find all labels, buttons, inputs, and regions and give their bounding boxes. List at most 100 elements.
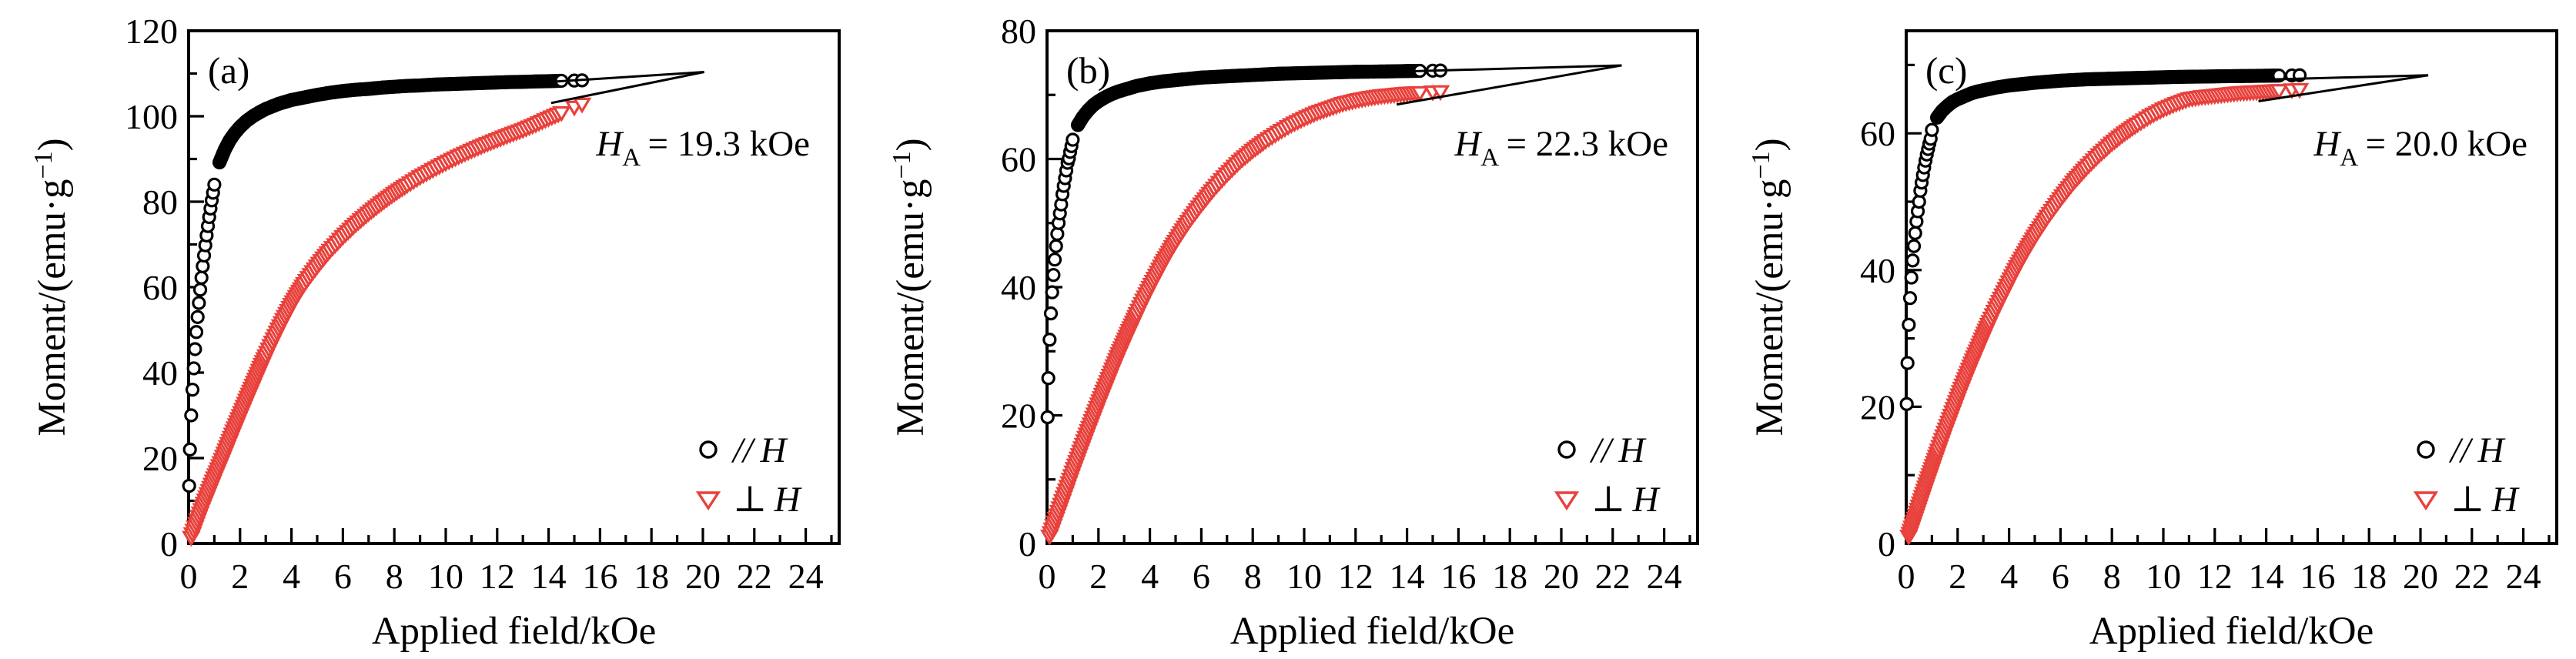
x-tick-label: 16	[582, 557, 617, 596]
legend-label-parallel: // H	[2448, 430, 2507, 470]
anisotropy-annotation: HA = 22.3 kOe	[1454, 124, 1669, 172]
legend-triangle-marker	[1554, 491, 1580, 511]
x-tick-label: 24	[788, 557, 824, 596]
panel-label: (b)	[1066, 49, 1110, 92]
x-tick-label: 24	[1647, 557, 1682, 596]
legend-triangle-marker	[695, 491, 721, 511]
legend-label-perpendicular: ⊥ H	[733, 480, 803, 520]
y-axis-title: Moment/(emu·g−1)	[29, 138, 74, 436]
x-tick-label: 16	[1441, 557, 1477, 596]
y-axis-title: Moment/(emu·g−1)	[1747, 138, 1791, 436]
x-tick-label: 8	[1244, 557, 1262, 596]
extrapolation-line-1	[2237, 74, 2428, 82]
x-tick-label: 2	[231, 557, 249, 596]
x-tick-label: 22	[2454, 557, 2489, 596]
x-tick-label: 16	[2300, 557, 2335, 596]
legend-circle-marker	[1557, 440, 1577, 459]
x-tick-label: 6	[1193, 557, 1210, 596]
series-perpendicular	[182, 97, 592, 547]
legend: // H ⊥ H	[695, 430, 803, 520]
y-tick-label: 60	[1860, 114, 1895, 153]
x-tick-label: 0	[1039, 557, 1056, 596]
axis-ticks	[187, 29, 833, 545]
y-tick-label: 80	[1001, 12, 1036, 51]
x-tick-label: 0	[179, 557, 197, 596]
legend-label-parallel: // H	[1589, 430, 1648, 470]
axis-ticks	[1045, 29, 1691, 545]
y-tick-label: 0	[160, 524, 178, 564]
x-tick-label: 12	[480, 557, 515, 596]
extrapolation-line-1	[507, 71, 704, 86]
anisotropy-annotation: HA = 19.3 kOe	[595, 124, 810, 172]
x-tick-label: 4	[1141, 557, 1159, 596]
x-tick-label: 18	[2351, 557, 2387, 596]
anisotropy-annotation: HA = 20.0 kOe	[2313, 124, 2527, 172]
x-tick-label: 24	[2505, 557, 2541, 596]
x-tick-label: 18	[634, 557, 669, 596]
x-tick-label: 10	[2146, 557, 2181, 596]
x-tick-label: 8	[386, 557, 403, 596]
x-tick-label: 14	[531, 557, 567, 596]
x-tick-label: 22	[1595, 557, 1631, 596]
y-tick-label: 0	[1878, 524, 1895, 564]
y-tick-label: 120	[125, 12, 178, 51]
y-tick-label: 80	[142, 182, 178, 222]
x-tick-label: 6	[334, 557, 352, 596]
x-tick-label: 2	[1090, 557, 1108, 596]
chart-svg: 0 2 4 6 8 10 12 14 16 18 20 22 24020406080100120Appl…	[29, 12, 841, 653]
legend-circle-marker	[2416, 440, 2435, 459]
x-tick-label: 14	[1390, 557, 1425, 596]
legend: // H ⊥ H	[2413, 430, 2520, 520]
panel-b-chart: 0 2 4 6 8 10 12 14 16 18 20 22 24 0 20 40 60 80 Applied fi…	[858, 0, 1717, 659]
x-tick-label: 2	[1949, 557, 1966, 596]
x-tick-label: 10	[1286, 557, 1322, 596]
x-axis-title: Applied field/kOe	[372, 610, 657, 653]
x-axis-title: Applied field/kOe	[1230, 610, 1515, 653]
series-parallel	[1899, 68, 2307, 411]
series-parallel	[182, 73, 590, 493]
series-perpendicular	[1899, 82, 2309, 546]
panel-a-chart: 0 2 4 6 8 10 12 14 16 18 20 22 24 0 20 40 60 80 100 120 Appl…	[0, 0, 858, 659]
x-tick-label: 18	[1493, 557, 1528, 596]
y-tick-label: 60	[142, 268, 178, 307]
y-tick-label: 100	[125, 97, 178, 136]
y-tick-label: 20	[142, 439, 178, 478]
y-tick-label: 20	[1001, 396, 1036, 435]
extrapolation-line-2	[1397, 64, 1623, 106]
x-tick-label: 20	[685, 557, 721, 596]
panel-label: (a)	[208, 49, 249, 92]
extrapolation-line-2	[550, 71, 704, 105]
legend: // H ⊥ H	[1554, 430, 1661, 520]
y-tick-label: 40	[1860, 251, 1895, 290]
x-tick-label: 4	[283, 557, 300, 596]
y-tick-label: 0	[1019, 524, 1036, 564]
legend-triangle-marker	[2413, 491, 2438, 511]
y-tick-label: 40	[1001, 268, 1036, 307]
y-axis-title: Moment/(emu·g−1)	[888, 138, 932, 436]
series-perpendicular	[1040, 85, 1450, 546]
x-tick-label: 0	[1897, 557, 1915, 596]
x-tick-label: 4	[2000, 557, 2018, 596]
panel-label: (c)	[1925, 49, 1967, 92]
y-tick-label: 20	[1860, 387, 1895, 427]
axis-ticks	[1905, 63, 2551, 545]
x-tick-label: 12	[1338, 557, 1373, 596]
panel-c-chart: 0 2 4 6 8 10 12 14 16 18 20 22 24 0 20 40 60 Applied fiel…	[1718, 0, 2576, 659]
x-tick-label: 20	[1544, 557, 1579, 596]
extrapolation-line-1	[1368, 64, 1622, 74]
y-tick-label: 60	[1001, 140, 1036, 179]
plot-frame	[1904, 29, 2558, 545]
legend-circle-marker	[699, 440, 718, 459]
x-tick-label: 10	[428, 557, 463, 596]
x-tick-label: 6	[2052, 557, 2069, 596]
y-tick-label: 40	[142, 353, 178, 393]
x-tick-label: 14	[2248, 557, 2283, 596]
x-axis-title: Applied field/kOe	[2089, 610, 2374, 653]
series-parallel	[1040, 63, 1448, 425]
x-tick-label: 8	[2103, 557, 2120, 596]
legend-label-perpendicular: ⊥ H	[1591, 480, 1661, 520]
x-tick-label: 12	[2196, 557, 2232, 596]
